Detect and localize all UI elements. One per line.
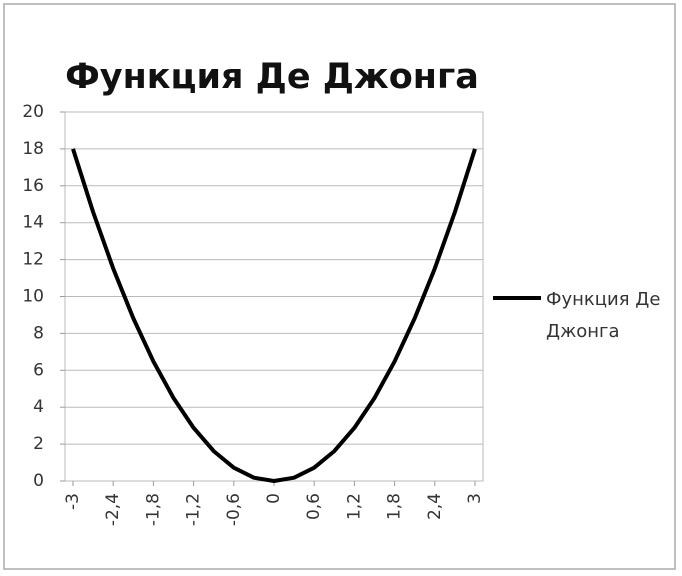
y-tick-label: 18 [22,139,44,159]
y-tick-label: 4 [33,397,44,417]
line-series [71,148,477,483]
y-tick-label: 20 [22,102,44,122]
x-tick-label: 2,4 [425,493,445,520]
x-tick-label: 3 [465,493,485,504]
x-tick-label: -1,8 [143,493,163,526]
x-tick-label: 0,6 [304,493,324,520]
y-tick-label: 14 [22,213,44,233]
y-tick-label: 10 [22,287,44,307]
y-tick-label: 16 [22,176,44,196]
y-tick-label: 12 [22,250,44,270]
x-tick-label: 1,8 [385,493,405,520]
y-tick-label: 6 [33,360,44,380]
y-tick-label: 0 [33,471,44,491]
x-tick-label: 0 [264,493,284,504]
legend-label: Функция Де Джонга [546,289,661,342]
y-tick-label: 8 [33,323,44,343]
x-tick-label: 1,2 [344,493,364,520]
x-tick-label: -2,4 [103,493,123,526]
x-tick-label: -1,2 [184,493,204,526]
chart-title: Функция Де Джонга [65,57,479,97]
y-tick-label: 2 [33,434,44,454]
x-tick-label: -3 [63,493,83,510]
chart-border [3,3,676,570]
x-tick-label: -0,6 [224,493,244,526]
